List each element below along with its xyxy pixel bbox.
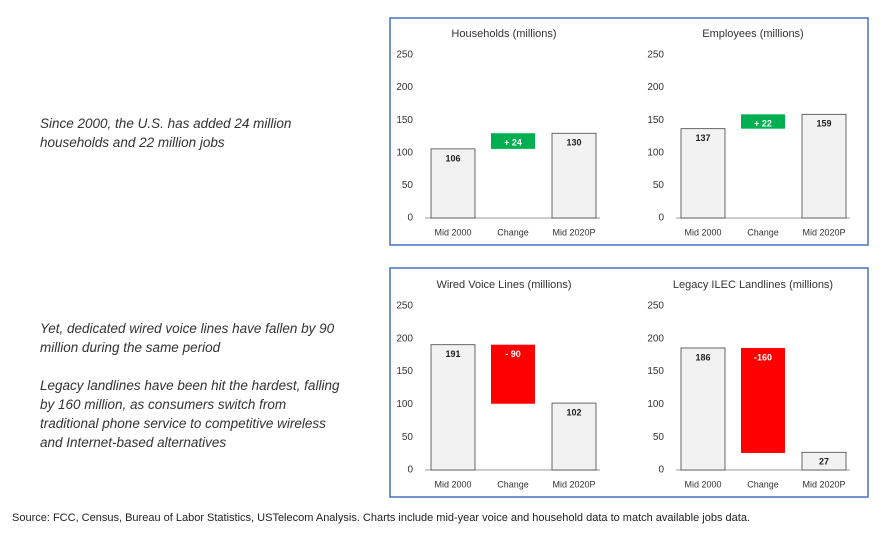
bar (741, 114, 785, 129)
x-tick-label: Mid 2000 (684, 479, 721, 489)
bar (741, 347, 785, 453)
x-tick-label: Mid 2020P (802, 479, 845, 489)
x-tick-label: Mid 2020P (552, 479, 595, 489)
y-tick-label: 0 (658, 465, 664, 476)
chart-title: Employees (millions) (702, 28, 803, 40)
y-tick-label: 50 (653, 432, 665, 443)
bar (551, 132, 597, 219)
y-tick-label: 250 (647, 301, 664, 312)
chart-title: Households (millions) (451, 28, 556, 40)
value-label: 102 (566, 407, 581, 417)
y-tick-label: 150 (647, 115, 664, 126)
value-label: 106 (445, 153, 460, 163)
y-tick-label: 150 (396, 366, 413, 377)
x-tick-label: Mid 2000 (434, 227, 471, 237)
x-tick-label: Mid 2000 (434, 479, 471, 489)
bar (430, 344, 476, 471)
value-label: 159 (816, 119, 831, 129)
chart-frame (389, 17, 869, 246)
y-tick-label: 0 (407, 465, 413, 476)
value-label: 137 (695, 133, 710, 143)
y-tick-label: 150 (647, 366, 664, 377)
bar (491, 133, 535, 149)
x-tick-label: Mid 2020P (552, 227, 595, 237)
y-tick-label: 100 (396, 399, 413, 410)
note: Since 2000, the U.S. has added 24 millio… (40, 116, 292, 150)
y-tick-label: 0 (407, 213, 413, 224)
value-label: -160 (754, 352, 772, 362)
chart-frame (389, 267, 869, 498)
value-label: + 22 (754, 119, 772, 129)
y-tick-label: 200 (396, 82, 413, 93)
bar (680, 128, 726, 219)
x-tick-label: Change (497, 479, 529, 489)
bar (680, 347, 726, 471)
x-tick-label: Change (747, 227, 779, 237)
note: Legacy landlines have been hit the harde… (40, 378, 340, 450)
value-label: 186 (695, 352, 710, 362)
y-tick-label: 250 (396, 301, 413, 312)
y-tick-label: 200 (396, 333, 413, 344)
y-tick-label: 50 (402, 180, 414, 191)
y-tick-label: 100 (647, 399, 664, 410)
chart-title: Legacy ILEC Landlines (millions) (673, 279, 833, 291)
y-tick-label: 50 (402, 432, 414, 443)
x-tick-label: Mid 2000 (684, 227, 721, 237)
y-tick-label: 0 (658, 213, 664, 224)
value-label: 191 (445, 349, 460, 359)
bar (491, 344, 535, 404)
bar (430, 148, 476, 219)
bar (551, 402, 597, 471)
y-tick-label: 250 (647, 50, 664, 61)
y-tick-label: 100 (647, 147, 664, 158)
y-tick-label: 50 (653, 180, 665, 191)
x-tick-label: Change (747, 479, 779, 489)
y-tick-label: 200 (647, 333, 664, 344)
bar (801, 451, 847, 471)
y-tick-label: 200 (647, 82, 664, 93)
value-label: 130 (566, 138, 581, 148)
chart-title: Wired Voice Lines (millions) (436, 279, 571, 291)
value-label: + 24 (504, 138, 522, 148)
x-tick-label: Change (497, 227, 529, 237)
y-tick-label: 100 (396, 147, 413, 158)
value-label: 27 (819, 457, 829, 467)
note: Yet, dedicated wired voice lines have fa… (40, 321, 335, 355)
x-tick-label: Mid 2020P (802, 227, 845, 237)
value-label: - 90 (505, 349, 521, 359)
y-tick-label: 250 (396, 50, 413, 61)
y-tick-label: 150 (396, 115, 413, 126)
source: Source: FCC, Census, Bureau of Labor Sta… (12, 512, 750, 524)
bar (801, 113, 847, 219)
